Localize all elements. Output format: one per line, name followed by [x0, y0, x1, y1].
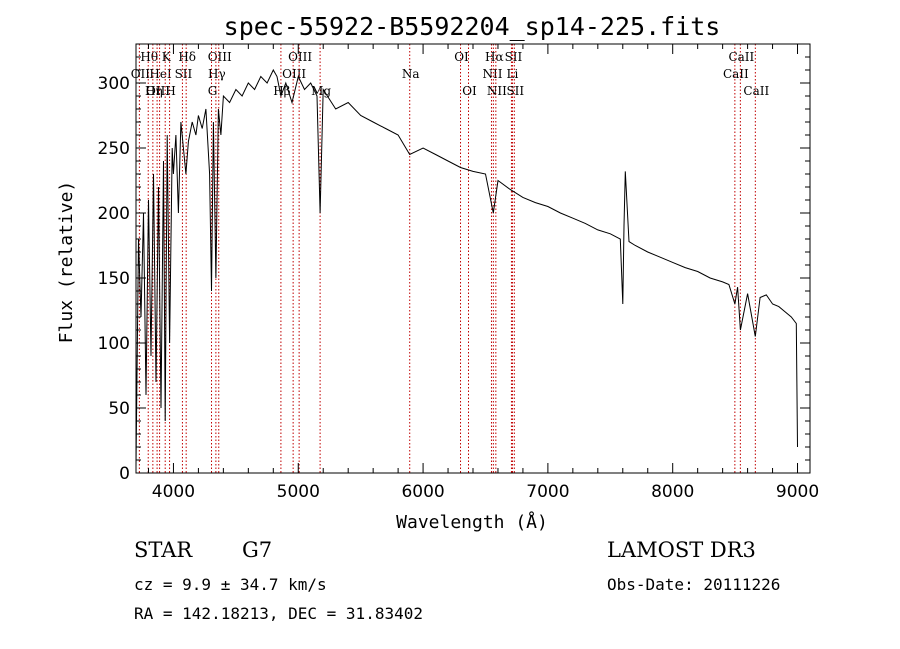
survey-name: LAMOST DR3	[607, 538, 756, 562]
spectral-line-label: OII	[131, 67, 151, 81]
spectral-line-label: Hη	[145, 84, 163, 98]
spectral-line-label: G	[208, 84, 218, 98]
spectral-line-label: K	[162, 50, 172, 64]
spectral-line-label: SII	[505, 50, 523, 64]
spectral-line-label: CaII	[728, 50, 754, 64]
x-tick-label: 6000	[401, 482, 444, 502]
object-subclass: G7	[242, 538, 273, 562]
y-axis: 0 50 100 150 200 250 300	[98, 43, 810, 484]
chart-title: spec-55922-B5592204_sp14-225.fits	[224, 12, 721, 41]
spectral-line-label: SII	[175, 67, 193, 81]
spectral-line-label: NII	[487, 84, 507, 98]
spectral-line-label: H	[165, 84, 175, 98]
flux-series-line	[135, 68, 798, 467]
x-axis: 4000 5000 6000 7000 8000 9000	[147, 44, 819, 502]
spectral-line-label: Hα	[485, 50, 504, 64]
x-tick-label: 5000	[277, 482, 320, 502]
x-tick-label: 9000	[776, 482, 819, 502]
spectral-line-label: Hθ	[140, 50, 158, 64]
spectral-line-label: OIII	[282, 67, 306, 81]
y-tick-label: 250	[98, 139, 130, 159]
spectral-line-label: OIII	[208, 50, 232, 64]
redshift-text: cz = 9.9 ± 34.7 km/s	[134, 575, 327, 594]
y-tick-label: 300	[98, 74, 130, 94]
coordinates-text: RA = 142.18213, DEC = 31.83402	[134, 604, 423, 623]
spectral-line-label: HeI	[149, 67, 172, 81]
object-class: STAR	[134, 538, 193, 562]
spectral-line-label: OIII	[288, 50, 312, 64]
y-axis-label: Flux (relative)	[56, 181, 77, 344]
spectral-line-label: Hγ	[208, 67, 226, 81]
y-tick-label: 200	[98, 204, 130, 224]
spectral-line-label: CaII	[743, 84, 769, 98]
y-tick-label: 100	[98, 334, 130, 354]
spectral-line-label: NII	[482, 67, 502, 81]
spectral-line-label: Hδ	[178, 50, 196, 64]
spectral-line-label: Li	[507, 67, 519, 81]
spectral-line-label: SII	[506, 84, 524, 98]
y-tick-label: 0	[119, 464, 130, 484]
x-axis-label: Wavelength (Å)	[396, 511, 548, 533]
spectral-line-label: CaII	[723, 67, 749, 81]
plot-frame	[135, 43, 811, 474]
spectral-line-label: OI	[462, 84, 477, 98]
y-tick-label: 150	[98, 269, 130, 289]
spectral-line-label: OI	[454, 50, 469, 64]
x-tick-label: 8000	[651, 482, 694, 502]
x-tick-label: 4000	[152, 482, 195, 502]
obs-date-text: Obs-Date: 20111226	[607, 575, 781, 594]
y-tick-label: 50	[108, 399, 130, 419]
spectral-line-label: Hβ	[273, 84, 290, 98]
spectral-line-label: Na	[402, 67, 420, 81]
x-tick-label: 7000	[526, 482, 569, 502]
spectral-line-label: OIII	[146, 84, 170, 98]
